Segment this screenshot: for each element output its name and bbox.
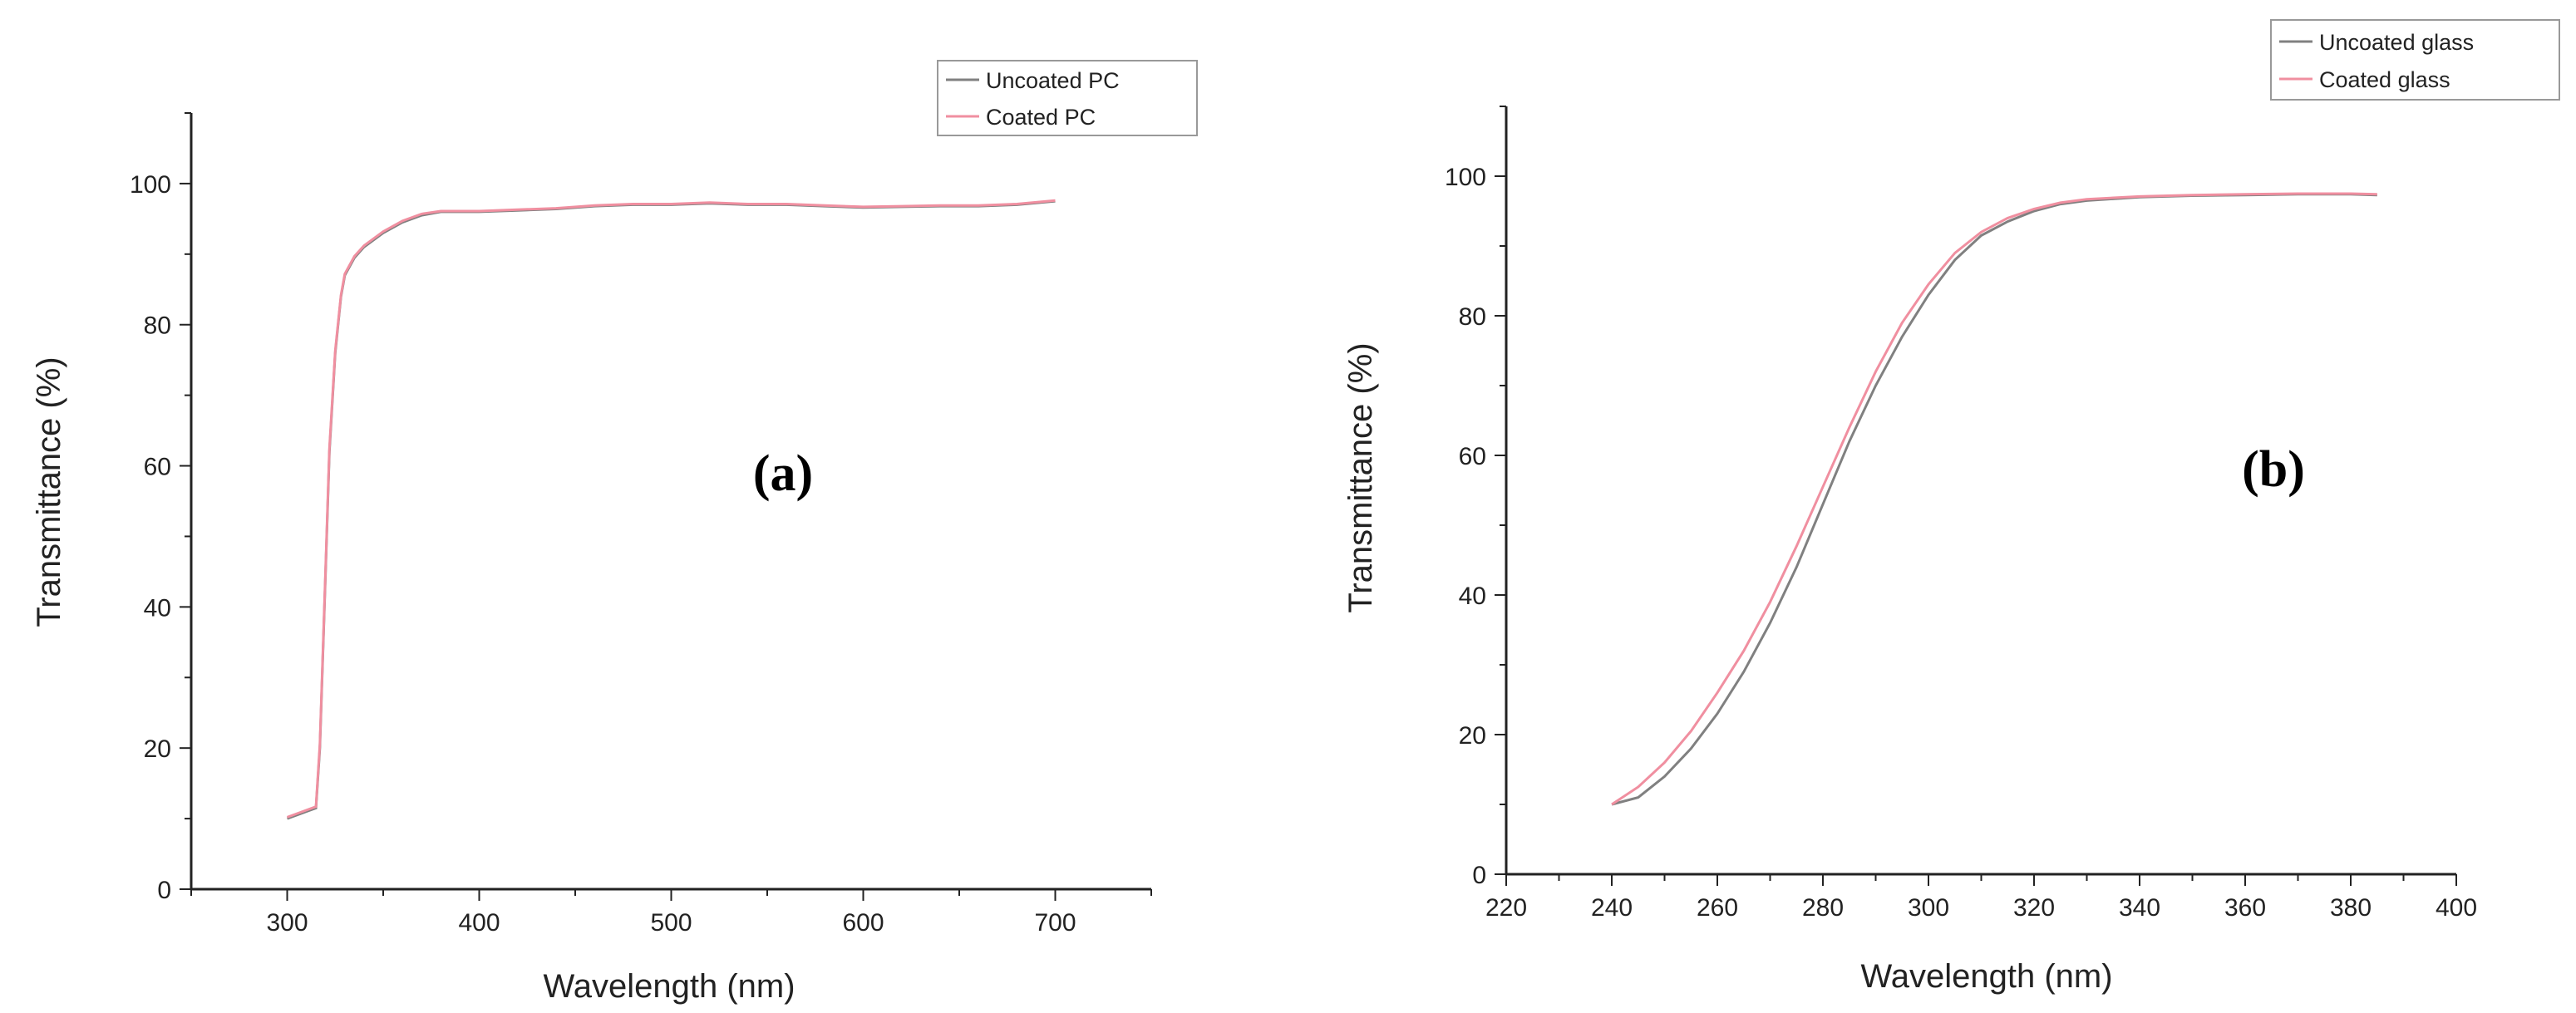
chart-b-y-tick-label: 20 xyxy=(1459,722,1486,750)
chart-b-x-axis-label: Wavelength (nm) xyxy=(1860,958,2112,995)
chart-b-series xyxy=(1611,192,2377,806)
chart-b-x-tick-label: 380 xyxy=(2330,894,2372,922)
chart-b-series-line-coated xyxy=(1611,192,2377,806)
chart-b-legend: Uncoated glass Coated glass xyxy=(2270,19,2560,101)
chart-b-y-tick-label: 80 xyxy=(1459,303,1486,331)
chart-a-y-tick-label: 40 xyxy=(144,594,171,622)
chart-a-y-axis-label: Transmittance (%) xyxy=(31,357,67,627)
chart-a-axes xyxy=(180,112,1152,901)
chart-b-x-ticks: 220 240 260 280 300 320 340 360 380 400 xyxy=(1485,894,2477,922)
chart-b-y-tick-label: 40 xyxy=(1459,583,1486,610)
chart-b-x-tick-label: 280 xyxy=(1802,894,1844,922)
chart-b-y-ticks: 0 20 40 60 80 100 xyxy=(1445,164,1486,889)
chart-a-y-tick-label: 100 xyxy=(130,171,171,199)
chart-b-panel-label: (b) xyxy=(2242,441,2305,498)
chart-a-y-ticks: 0 20 40 60 80 100 xyxy=(130,171,171,904)
chart-b-x-tick-label: 400 xyxy=(2436,894,2477,922)
chart-a-x-tick-label: 400 xyxy=(458,909,500,937)
chart-a-y-tick-label: 20 xyxy=(144,735,171,763)
chart-b-x-tick-label: 300 xyxy=(1908,894,1949,922)
chart-a-series-line-coated xyxy=(286,199,1056,819)
chart-b-axes xyxy=(1495,106,2457,886)
chart-a-x-tick-label: 600 xyxy=(842,909,884,937)
chart-b-legend-box xyxy=(2270,19,2560,101)
chart-a-legend-box xyxy=(937,60,1198,136)
chart-a-x-tick-label: 300 xyxy=(266,909,308,937)
chart-a-legend-label-coated: Coated PC xyxy=(986,105,1096,130)
chart-b-y-tick-label: 100 xyxy=(1445,164,1486,191)
chart-b-y-axis-label: Transmittance (%) xyxy=(1342,342,1379,612)
chart-a-panel-label: (a) xyxy=(753,445,813,502)
chart-b-series-line-uncoated xyxy=(1611,193,2377,806)
chart-b-x-tick-label: 220 xyxy=(1485,894,1527,922)
chart-b-y-tick-label: 60 xyxy=(1459,443,1486,470)
chart-b-y-tick-label: 0 xyxy=(1472,862,1486,889)
chart-b-x-tick-label: 260 xyxy=(1697,894,1738,922)
chart-a-x-tick-label: 500 xyxy=(650,909,692,937)
chart-a-series xyxy=(286,199,1056,820)
chart-b-x-tick-label: 340 xyxy=(2119,894,2160,922)
chart-a-y-tick-label: 60 xyxy=(144,454,171,481)
chart-b-x-tick-label: 320 xyxy=(2013,894,2055,922)
chart-a-y-tick-label: 0 xyxy=(157,877,171,904)
chart-a-legend: Uncoated PC Coated PC xyxy=(937,60,1198,136)
chart-a-series-line-uncoated xyxy=(286,199,1056,820)
chart-b: 220 240 260 280 300 320 340 360 380 400 0 20 40 60 80… xyxy=(1342,19,2560,995)
chart-a-y-tick-label: 80 xyxy=(144,312,171,340)
chart-a-x-ticks: 300 400 500 600 700 xyxy=(266,909,1076,937)
chart-b-legend-label-coated: Coated glass xyxy=(2319,67,2450,92)
chart-a-legend-label-uncoated: Uncoated PC xyxy=(986,68,1120,93)
chart-b-x-tick-label: 360 xyxy=(2224,894,2266,922)
chart-a: 300 400 500 600 700 0 20 40 60 80 100 Wavelength … xyxy=(31,60,1198,1005)
chart-b-legend-label-uncoated: Uncoated glass xyxy=(2319,30,2474,55)
chart-a-x-tick-label: 700 xyxy=(1034,909,1076,937)
chart-a-x-axis-label: Wavelength (nm) xyxy=(543,968,795,1005)
chart-b-x-tick-label: 240 xyxy=(1591,894,1633,922)
